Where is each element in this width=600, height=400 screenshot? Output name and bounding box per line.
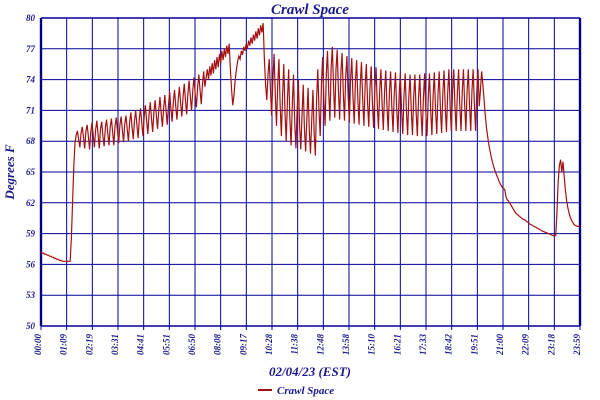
x-tick-label: 16:21 [392,334,402,355]
chart-gridlines [39,17,582,330]
x-axis-tick-labels: 00:00 01:09 02:19 03:31 04:41 05:51 06:50 08:08… [33,334,582,356]
x-tick-label: 04:41 [136,334,146,355]
y-tick-label: 53 [26,290,36,300]
x-tick-label: 03:31 [110,334,120,355]
x-tick-label: 19:51 [469,334,479,355]
y-tick-label: 65 [26,167,36,177]
x-tick-label: 05:51 [161,334,171,355]
x-tick-label: 22:09 [521,334,531,356]
legend-label: Crawl Space [277,385,334,397]
y-tick-label: 77 [26,44,36,54]
x-tick-label: 18:42 [444,334,454,355]
x-tick-label: 17:33 [418,334,428,355]
y-tick-label: 59 [26,229,36,239]
x-tick-label: 23:18 [546,334,556,356]
x-tick-label: 08:08 [213,334,223,355]
y-tick-label: 62 [26,198,36,208]
x-tick-label: 00:00 [33,334,43,355]
y-tick-label: 56 [26,259,36,269]
y-tick-label: 74 [26,75,36,85]
x-tick-label: 21:00 [495,334,505,356]
x-tick-label: 02:19 [84,334,94,355]
x-tick-label: 12:48 [315,334,325,355]
y-tick-label: 68 [26,136,36,146]
y-tick-label: 50 [26,321,36,331]
series-line-crawl-space [40,23,580,262]
y-tick-label: 71 [26,105,35,115]
x-tick-label: 10:28 [264,334,274,355]
x-tick-label: 11:38 [290,334,300,355]
chart-title: Crawl Space [271,2,349,18]
y-axis-tick-labels: 50 53 56 59 62 65 68 71 74 77 80 [26,13,36,331]
x-tick-label: 06:50 [187,334,197,355]
x-tick-label: 13:58 [341,334,351,355]
x-tick-label: 15:10 [367,334,377,355]
x-axis-label: 02/04/23 (EST) [269,364,351,379]
y-axis-label: Degrees F [2,144,17,201]
x-tick-label: 09:17 [238,334,248,355]
x-tick-label: 01:09 [59,334,69,355]
x-tick-label: 23:59 [572,334,582,356]
y-tick-label: 80 [26,13,36,23]
